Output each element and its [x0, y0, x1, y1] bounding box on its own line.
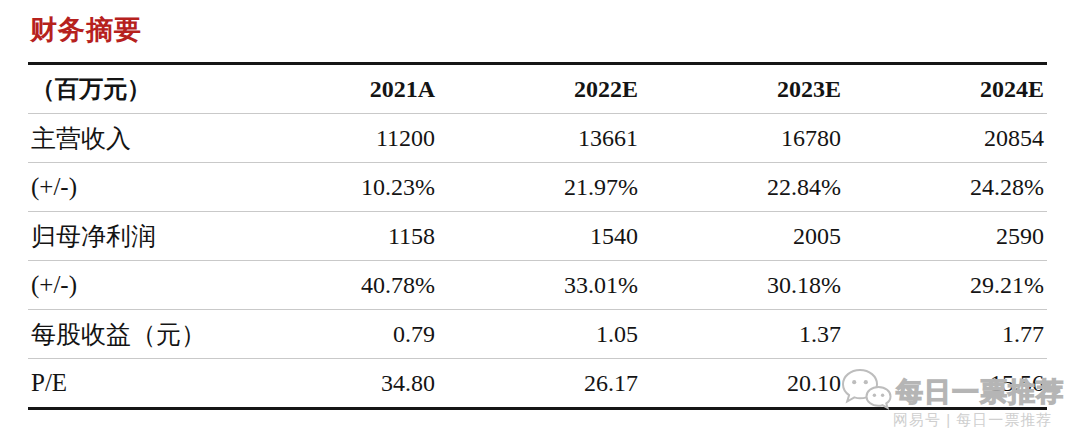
row-label: (+/-)	[28, 163, 235, 212]
row-label: 每股收益（元）	[28, 310, 235, 359]
table-row: (+/-) 40.78% 33.01% 30.18% 29.21%	[28, 261, 1047, 310]
cell: 1.05	[438, 310, 641, 359]
watermark-text: 每日一票推荐	[896, 374, 1064, 410]
row-label: 归母净利润	[28, 212, 235, 261]
cell: 26.17	[438, 359, 641, 409]
cell: 13661	[438, 114, 641, 163]
cell: 1.37	[641, 310, 844, 359]
cell: 20854	[844, 114, 1047, 163]
column-header-2021a: 2021A	[235, 64, 438, 114]
cell: 22.84%	[641, 163, 844, 212]
cell: 40.78%	[235, 261, 438, 310]
cell: 34.80	[235, 359, 438, 409]
cell: 1158	[235, 212, 438, 261]
wechat-icon	[840, 366, 892, 418]
cell: 1.77	[844, 310, 1047, 359]
column-header-2023e: 2023E	[641, 64, 844, 114]
cell: 2590	[844, 212, 1047, 261]
cell: 11200	[235, 114, 438, 163]
financial-summary-table: （百万元） 2021A 2022E 2023E 2024E 主营收入 11200…	[28, 62, 1047, 410]
column-header-2022e: 2022E	[438, 64, 641, 114]
row-label: (+/-)	[28, 261, 235, 310]
cell: 30.18%	[641, 261, 844, 310]
row-label: 主营收入	[28, 114, 235, 163]
cell: 0.79	[235, 310, 438, 359]
cell: 24.28%	[844, 163, 1047, 212]
table-row: 主营收入 11200 13661 16780 20854	[28, 114, 1047, 163]
cell: 10.23%	[235, 163, 438, 212]
cell: 33.01%	[438, 261, 641, 310]
watermark-subtext: 网易号 | 每日一票推荐	[893, 411, 1052, 430]
cell: 16780	[641, 114, 844, 163]
table-row: 归母净利润 1158 1540 2005 2590	[28, 212, 1047, 261]
table-row: (+/-) 10.23% 21.97% 22.84% 24.28%	[28, 163, 1047, 212]
cell: 20.10	[641, 359, 844, 409]
table-header-row: （百万元） 2021A 2022E 2023E 2024E	[28, 64, 1047, 114]
column-header-unit: （百万元）	[28, 64, 235, 114]
row-label: P/E	[28, 359, 235, 409]
cell: 2005	[641, 212, 844, 261]
cell: 29.21%	[844, 261, 1047, 310]
cell: 1540	[438, 212, 641, 261]
cell: 21.97%	[438, 163, 641, 212]
column-header-2024e: 2024E	[844, 64, 1047, 114]
table-row: 每股收益（元） 0.79 1.05 1.37 1.77	[28, 310, 1047, 359]
page-title: 财务摘要	[30, 12, 142, 48]
